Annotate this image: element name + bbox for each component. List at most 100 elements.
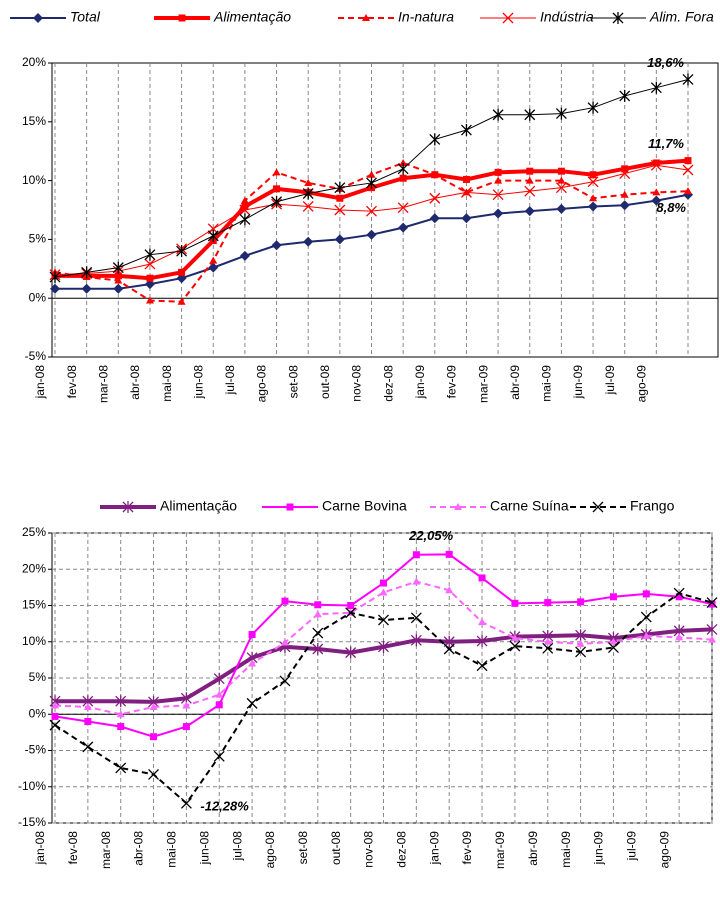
data-point [302, 187, 314, 200]
data-point [640, 611, 652, 623]
data-point [114, 272, 122, 280]
data-point [81, 266, 93, 279]
data-point [176, 245, 188, 258]
data-point [380, 579, 387, 587]
data-point [50, 283, 60, 294]
data-point [675, 633, 684, 641]
data-point [494, 168, 502, 176]
data-point [81, 283, 92, 294]
x-tick-label: jan-09 [413, 365, 427, 400]
annotation: 18,6% [647, 55, 684, 70]
data-point [587, 101, 599, 114]
data-point [51, 712, 59, 720]
data-point [345, 646, 357, 659]
data-point [651, 195, 662, 206]
x-tick-label: mai-08 [165, 831, 179, 868]
legend-marker [592, 501, 604, 513]
data-point [609, 637, 618, 645]
data-point [334, 181, 346, 194]
x-tick-label: abr-09 [526, 831, 540, 866]
data-point [215, 690, 224, 698]
data-point [114, 276, 123, 284]
data-point [619, 200, 630, 211]
legend-marker [178, 14, 186, 22]
data-point [304, 178, 313, 186]
legend-label: Carne Bovina [322, 498, 407, 514]
legend-marker [502, 12, 514, 24]
data-point [673, 587, 685, 599]
data-point [556, 203, 567, 214]
data-point [461, 213, 472, 224]
data-point [494, 176, 503, 184]
x-tick-label: fev-09 [460, 831, 474, 865]
data-point [313, 610, 322, 618]
data-point [621, 165, 629, 173]
data-point [462, 175, 470, 183]
data-point [609, 593, 617, 601]
data-point [367, 170, 376, 178]
legend-label: Carne Suína [490, 498, 569, 514]
x-tick-label: out-08 [329, 831, 343, 865]
y-tick-label: 25% [22, 525, 46, 539]
data-point [209, 256, 218, 264]
legend-marker [362, 14, 370, 21]
data-point [410, 634, 422, 647]
data-point [412, 551, 420, 559]
data-point [246, 697, 258, 709]
x-tick-label: jun-08 [197, 831, 211, 866]
data-point [207, 229, 219, 242]
x-tick-label: jan-09 [427, 831, 441, 866]
data-point [543, 637, 552, 645]
x-tick-label: nov-08 [362, 831, 376, 868]
legend-marker [286, 503, 294, 511]
data-point [83, 703, 92, 710]
legend-label: Total [70, 9, 101, 25]
data-point [347, 602, 355, 609]
data-point [239, 204, 251, 216]
data-point [524, 185, 536, 197]
data-point [115, 695, 127, 708]
x-tick-label: ago-09 [657, 831, 671, 869]
data-point [684, 187, 692, 195]
x-tick-label: jun-09 [592, 831, 606, 866]
x-tick-label: nov-08 [350, 365, 364, 402]
y-tick-label: -5% [25, 349, 47, 363]
data-point [412, 577, 421, 585]
data-point [182, 701, 191, 709]
data-point [650, 81, 662, 94]
data-point [555, 107, 567, 120]
data-point [366, 205, 377, 217]
x-tick-label: mar-09 [476, 365, 490, 403]
data-point [146, 274, 154, 282]
plot-area [51, 62, 719, 358]
legend-label: Frango [630, 498, 675, 514]
x-tick-label: mai-08 [160, 365, 174, 402]
legend-label: Alim. Fora [649, 9, 714, 25]
x-tick-label: ago-08 [263, 831, 277, 869]
data-point [575, 629, 587, 642]
data-point [116, 710, 125, 718]
data-point [117, 723, 125, 731]
data-point [476, 635, 488, 648]
data-point [312, 627, 324, 639]
data-point [510, 634, 519, 642]
data-point [555, 182, 567, 194]
data-point [557, 176, 566, 184]
annotation: -12,28% [200, 799, 249, 814]
data-point [576, 639, 585, 647]
data-point [589, 194, 598, 202]
data-point [429, 133, 441, 146]
legend-label: Indústria [540, 9, 594, 25]
y-tick-label: 0% [29, 290, 47, 304]
data-point [460, 186, 472, 198]
data-point [378, 614, 389, 626]
data-point [620, 190, 629, 198]
data-point [525, 176, 534, 184]
data-point [178, 268, 186, 276]
data-point [112, 261, 124, 274]
data-point [49, 719, 61, 731]
data-point [397, 202, 409, 214]
data-point [215, 701, 223, 709]
x-tick-label: ago-09 [635, 365, 649, 403]
